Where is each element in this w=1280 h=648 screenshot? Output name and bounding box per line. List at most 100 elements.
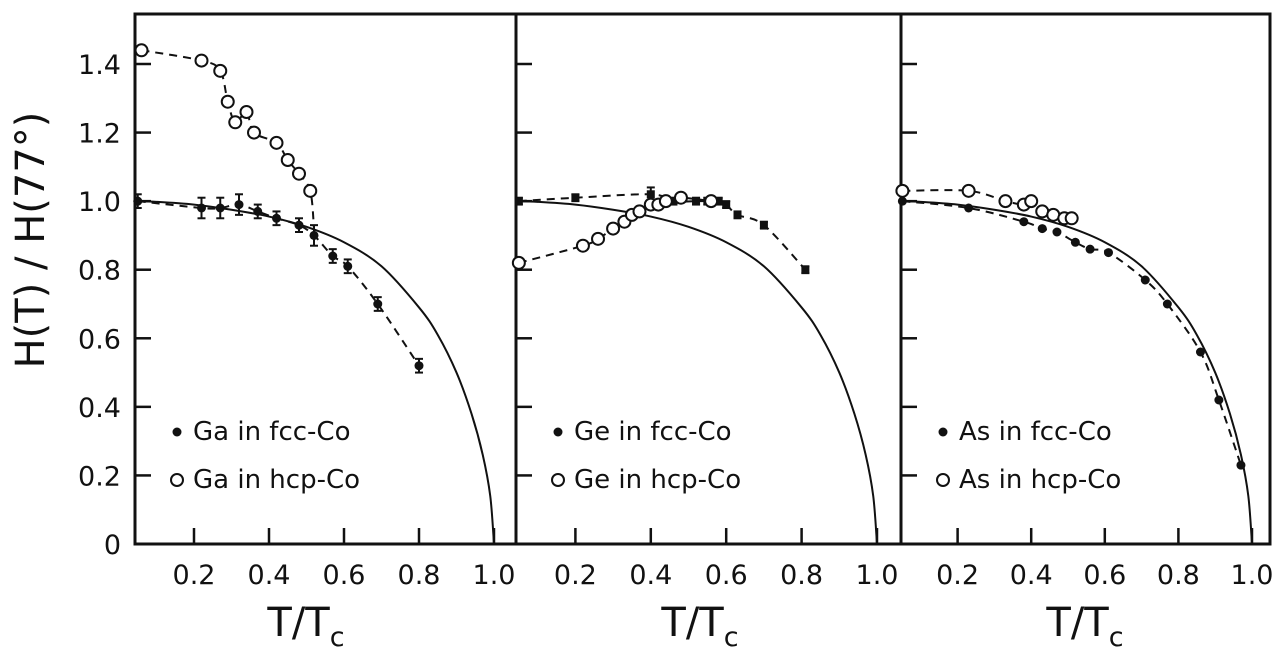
legend-marker-open	[170, 473, 184, 487]
data-point-filled	[897, 196, 907, 206]
panel-as: 0.2 0.4 0.6 0.8 1.0 As in fcc-Co As in hcp-Co	[895, 12, 1274, 591]
data-point-open	[1064, 211, 1079, 226]
legend-marker-filled	[172, 427, 182, 437]
x-tick-label: 0.6	[705, 560, 748, 591]
x-axis-title-left: T/Tc	[266, 600, 344, 648]
data-point-filled	[328, 251, 338, 261]
y-tick-label: 1.4	[78, 50, 121, 81]
legend-marker-filled	[553, 427, 563, 437]
x-axis-title-subscript: c	[330, 622, 345, 648]
x-axis-title-right: T/Tc	[1045, 600, 1123, 648]
panel-ge: 0.2 0.4 0.6 0.8 1.0 Ge in fcc-Co Ge in hcp-Co	[511, 12, 903, 591]
x-axis-title-main: T/T	[266, 600, 330, 646]
x-tick-label: 0.8	[1157, 560, 1200, 591]
x-tick-label: 1.0	[856, 560, 899, 591]
data-point-open	[292, 166, 306, 181]
data-point-filled	[801, 265, 810, 274]
data-point-open	[961, 183, 976, 198]
data-point-open	[220, 94, 235, 109]
y-tick-label: 0.2	[78, 461, 121, 492]
data-point-open	[213, 63, 228, 78]
data-point-filled	[759, 221, 768, 230]
x-tick-label: 0.4	[248, 560, 291, 591]
legend-label: Ge in fcc-Co	[574, 417, 732, 447]
svg-text:T/Tc: T/Tc	[266, 600, 344, 648]
y-tick-label: 0.4	[78, 393, 121, 424]
data-point-filled	[571, 193, 580, 202]
x-tick-label: 1.0	[1231, 560, 1274, 591]
legend-marker-open	[551, 473, 565, 487]
x-axis-title-main: T/T	[1045, 600, 1109, 646]
data-point-open	[194, 53, 209, 68]
legend-label: Ga in hcp-Co	[193, 465, 360, 495]
data-point-filled	[1070, 237, 1080, 247]
x-tick-label: 0.8	[398, 560, 441, 591]
y-tick-label: 1.0	[78, 187, 121, 218]
data-point-filled	[343, 261, 353, 271]
svg-text:T/Tc: T/Tc	[660, 600, 738, 648]
x-axis-title-main: T/T	[660, 600, 724, 646]
data-point-filled	[714, 197, 723, 206]
data-point-filled	[1103, 248, 1113, 258]
y-tick-label: 0.8	[78, 256, 121, 287]
data-point-open	[673, 190, 688, 205]
data-point-filled	[294, 220, 304, 230]
y-tick-label: 0.6	[78, 324, 121, 355]
data-point-filled	[1085, 244, 1095, 254]
legend-label: As in fcc-Co	[959, 417, 1112, 447]
data-point-filled	[414, 361, 424, 371]
data-point-filled	[733, 210, 742, 219]
y-tick-label: 1.2	[78, 119, 121, 150]
data-point-filled	[1019, 217, 1029, 227]
legend: As in fcc-Co As in hcp-Co	[936, 417, 1121, 495]
data-point-open	[998, 194, 1013, 209]
data-point-open	[704, 194, 719, 209]
data-point-filled	[669, 197, 678, 206]
x-tick-label: 0.2	[173, 560, 216, 591]
data-point-filled	[1162, 299, 1172, 309]
panel-frame	[899, 12, 1272, 546]
data-point-filled	[373, 299, 383, 309]
legend: Ga in fcc-Co Ga in hcp-Co	[170, 417, 360, 495]
data-point-filled	[215, 203, 225, 213]
data-point-filled	[1214, 395, 1224, 405]
legend-label: As in hcp-Co	[959, 465, 1121, 495]
legend-marker-filled	[938, 427, 948, 437]
panel-ga: 0.2 0.4 0.6 0.8 1.0 0 0.2 0.4 0.6 0.8 1.0 1.2 1.4 Ga …	[78, 12, 518, 591]
data-point-filled	[197, 203, 206, 213]
data-point-filled	[272, 213, 281, 223]
data-point-filled	[1052, 227, 1062, 237]
data-point-filled	[253, 206, 263, 216]
data-point-open	[511, 255, 526, 270]
y-axis-title: H(T) / H(77°)	[8, 112, 54, 369]
legend-label: Ge in hcp-Co	[574, 465, 741, 495]
data-point-open	[247, 125, 261, 140]
x-axis-title-middle: T/Tc	[660, 600, 738, 648]
data-point-open	[303, 183, 318, 198]
x-tick-label: 0.4	[629, 560, 672, 591]
data-point-open	[134, 43, 149, 58]
data-point-filled	[1195, 347, 1205, 357]
x-tick-label: 0.4	[1010, 560, 1053, 591]
data-point-open	[591, 231, 606, 246]
x-tick-label: 0.6	[1083, 560, 1126, 591]
data-point-open	[658, 194, 673, 209]
data-point-open	[575, 238, 590, 253]
data-point-open	[606, 221, 621, 236]
y-tick-label: 0	[104, 530, 121, 561]
x-tick-label: 0.2	[554, 560, 597, 591]
data-point-filled	[722, 200, 731, 209]
data-point-open	[269, 135, 284, 150]
theory-curve	[515, 200, 878, 545]
svg-text:T/Tc: T/Tc	[1045, 600, 1123, 648]
data-point-filled	[234, 200, 244, 210]
x-tick-label: 0.8	[780, 560, 823, 591]
data-point-filled	[1037, 224, 1047, 234]
data-point-filled	[514, 197, 523, 206]
x-tick-label: 0.2	[936, 560, 979, 591]
legend: Ge in fcc-Co Ge in hcp-Co	[551, 417, 741, 495]
data-point-filled	[646, 190, 655, 199]
data-point-filled	[1236, 460, 1246, 470]
x-tick-label: 0.6	[323, 560, 366, 591]
